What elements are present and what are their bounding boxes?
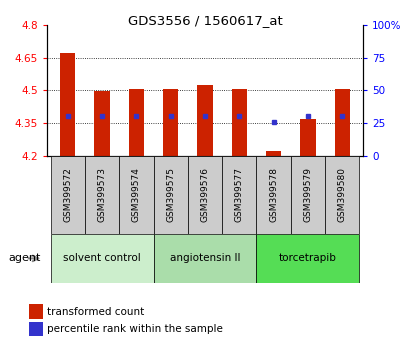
Bar	[50, 156, 85, 234]
Text: GSM399580: GSM399580	[337, 167, 346, 222]
Text: GSM399576: GSM399576	[200, 167, 209, 222]
Bar	[265, 152, 281, 156]
Bar	[187, 156, 222, 234]
Text: GSM399573: GSM399573	[97, 167, 106, 222]
Bar	[256, 234, 359, 283]
Text: percentile rank within the sample: percentile rank within the sample	[47, 324, 222, 334]
Bar	[324, 156, 359, 234]
Text: GSM399574: GSM399574	[132, 167, 141, 222]
Bar	[222, 156, 256, 234]
Bar	[119, 156, 153, 234]
Text: GSM399575: GSM399575	[166, 167, 175, 222]
Bar	[153, 234, 256, 283]
Text: GSM399578: GSM399578	[268, 167, 277, 222]
Bar	[94, 91, 110, 156]
Bar	[256, 156, 290, 234]
Text: angiotensin II: angiotensin II	[169, 253, 240, 263]
Text: GSM399577: GSM399577	[234, 167, 243, 222]
Text: transformed count: transformed count	[47, 307, 144, 316]
Bar	[60, 53, 75, 156]
Bar	[299, 119, 315, 156]
Bar	[334, 89, 349, 156]
Text: torcetrapib: torcetrapib	[279, 253, 336, 263]
Bar	[85, 156, 119, 234]
Text: GSM399579: GSM399579	[303, 167, 312, 222]
Text: agent: agent	[8, 253, 40, 263]
Text: solvent control: solvent control	[63, 253, 141, 263]
Text: GSM399572: GSM399572	[63, 167, 72, 222]
Bar	[153, 156, 187, 234]
Bar	[162, 89, 178, 156]
Bar	[197, 85, 212, 156]
Bar	[128, 89, 144, 156]
Bar	[231, 89, 247, 156]
Bar	[290, 156, 324, 234]
Bar	[50, 234, 153, 283]
Text: GDS3556 / 1560617_at: GDS3556 / 1560617_at	[127, 14, 282, 27]
